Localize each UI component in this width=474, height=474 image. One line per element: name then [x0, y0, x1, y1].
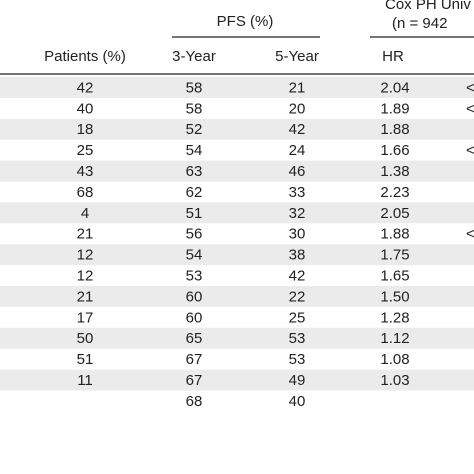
- cell: 1.50: [380, 288, 409, 305]
- row-shade: [0, 244, 474, 266]
- column-header: 5-Year: [275, 48, 319, 65]
- cell: 30: [289, 226, 306, 243]
- cell: 65: [186, 330, 203, 347]
- cell: 12: [77, 247, 94, 264]
- cell: 46: [289, 163, 306, 180]
- cell: 1.66: [380, 142, 409, 159]
- row-shade: [0, 202, 474, 224]
- cell: 12: [77, 268, 94, 285]
- group-header: PFS (%): [217, 13, 274, 30]
- cell: 51: [77, 351, 94, 368]
- cell: 68: [186, 393, 203, 410]
- cell: 11: [77, 372, 93, 389]
- cell: 1.88: [380, 226, 409, 243]
- row-shade: [0, 286, 474, 307]
- cell: 50: [77, 330, 94, 347]
- cell: 43: [77, 163, 94, 180]
- cell: <: [466, 226, 474, 243]
- cell: 53: [289, 351, 306, 368]
- cell: 1.65: [380, 268, 409, 285]
- cell: 67: [186, 351, 203, 368]
- cell: 1.12: [380, 330, 409, 347]
- cell: 2.23: [380, 184, 409, 201]
- row-shade: [0, 327, 474, 349]
- cell: 18: [77, 121, 94, 138]
- cell: 33: [289, 184, 306, 201]
- cell: 52: [186, 121, 203, 138]
- cell: 58: [186, 100, 203, 117]
- cell: 60: [186, 309, 203, 326]
- cell: 1.75: [380, 247, 409, 264]
- cell: <: [466, 142, 474, 159]
- cell: 25: [77, 142, 94, 159]
- cell: 1.38: [380, 163, 409, 180]
- column-header: 3-Year: [172, 48, 216, 65]
- cell: 53: [289, 330, 306, 347]
- cell: 24: [289, 142, 306, 159]
- cell: 22: [289, 288, 306, 305]
- row-shading: [0, 77, 474, 391]
- cell: <: [466, 79, 474, 96]
- cell: 38: [289, 247, 306, 264]
- row-shade: [0, 369, 474, 391]
- cell: 67: [186, 372, 203, 389]
- cell: 21: [77, 226, 94, 243]
- column-header: HR: [382, 48, 404, 65]
- cell: 49: [289, 372, 306, 389]
- cell: 1.88: [380, 121, 409, 138]
- cell: 68: [77, 184, 94, 201]
- cell: <: [466, 100, 474, 117]
- cell: 21: [289, 79, 306, 96]
- cell: 1.89: [380, 100, 409, 117]
- cell: 56: [186, 226, 203, 243]
- cell: 2.04: [380, 79, 409, 96]
- cell: 51: [186, 205, 203, 222]
- cell: 1.28: [380, 309, 409, 326]
- group-header: (n = 942: [392, 15, 447, 32]
- group-header: Cox PH Univ: [385, 0, 471, 13]
- cell: 40: [77, 100, 94, 117]
- cell: 58: [186, 79, 203, 96]
- cell: 42: [289, 268, 306, 285]
- cell: 62: [186, 184, 203, 201]
- cell: 17: [77, 309, 94, 326]
- cell: 2.05: [380, 205, 409, 222]
- cell: 60: [186, 288, 203, 305]
- cell: 40: [289, 393, 306, 410]
- row-shade: [0, 118, 474, 140]
- cell: 20: [289, 100, 306, 117]
- cell: 1.08: [380, 351, 409, 368]
- cell: 42: [77, 79, 94, 96]
- cell: 4: [81, 205, 89, 222]
- row-shade: [0, 77, 474, 98]
- cell: 21: [77, 288, 94, 305]
- cell: 25: [289, 309, 306, 326]
- cell: 53: [186, 268, 203, 285]
- row-shade: [0, 160, 474, 182]
- cell: 54: [186, 142, 203, 159]
- cell: 1.03: [380, 372, 409, 389]
- cell: 63: [186, 163, 203, 180]
- cell: 54: [186, 247, 203, 264]
- cell: 32: [289, 205, 306, 222]
- column-header: Patients (%): [44, 48, 126, 65]
- cell: 42: [289, 121, 306, 138]
